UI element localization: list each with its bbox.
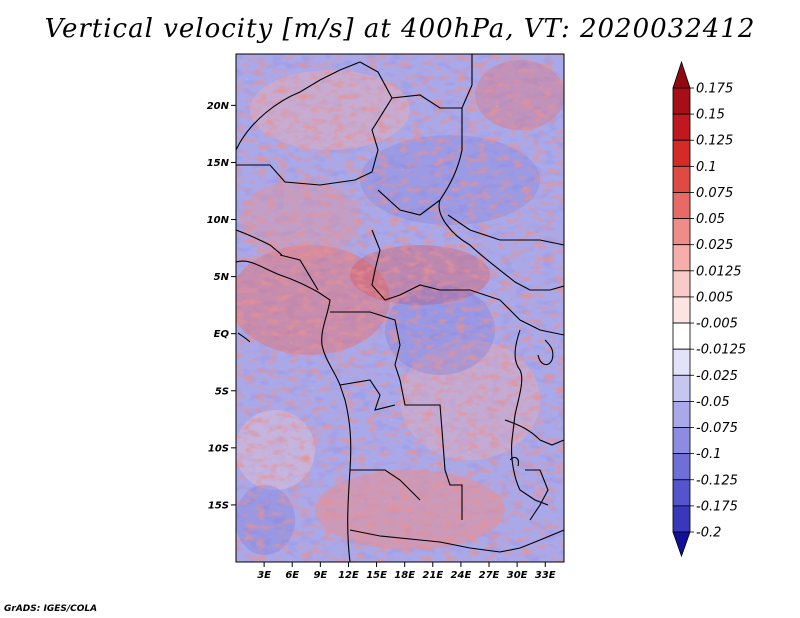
plot-frame — [235, 53, 565, 563]
colorbar-label: -0.2 — [696, 526, 721, 541]
lat-tick-label: 10S — [208, 443, 229, 454]
colorbar-label: 0.0125 — [696, 264, 742, 279]
colorbar-swatch — [672, 87, 691, 115]
colorbar-swatch — [672, 139, 691, 167]
lon-tick-label: 33E — [535, 570, 556, 581]
vertical-velocity-field — [236, 54, 564, 562]
lon-tick-label: 27E — [479, 570, 500, 581]
colorbar-label: -0.175 — [696, 499, 738, 514]
colorbar-swatch — [672, 374, 691, 402]
lon-tick-label: 18E — [394, 570, 415, 581]
colorbar-label: 0.175 — [696, 82, 733, 97]
colorbar-label: 0.15 — [696, 108, 725, 123]
colorbar-label: 0.1 — [696, 160, 717, 175]
longitude-axis: 3E 6E 9E 12E 15E 18E 21E 24E 27E 30E 33E — [257, 562, 556, 581]
colorbar-swatch — [672, 270, 691, 298]
lon-tick-label: 24E — [451, 570, 472, 581]
lon-tick-label: 12E — [338, 570, 359, 581]
colorbar-label: 0.05 — [696, 212, 725, 227]
colorbar-swatch — [672, 348, 691, 376]
colorbar-swatch — [672, 218, 691, 246]
chart-title: Vertical velocity [m/s] at 400hPa, VT: 2… — [44, 14, 756, 44]
software-credit: GrADS: IGES/COLA — [4, 604, 98, 614]
lon-tick-label: 30E — [507, 570, 528, 581]
colorbar-label: 0.005 — [696, 290, 733, 305]
colorbar-label: -0.005 — [696, 317, 738, 332]
colorbar-swatch — [672, 453, 691, 481]
lon-tick-label: 21E — [422, 570, 443, 581]
colorbar-swatch — [672, 322, 691, 350]
colorbar-swatch — [672, 165, 691, 193]
colorbar: 0.175 0.15 0.125 0.1 0.075 0.05 0.025 0.0125 0.0… — [672, 60, 746, 558]
lon-tick-label: 9E — [313, 570, 327, 581]
colorbar-top-arrow — [672, 60, 691, 89]
colorbar-label: -0.1 — [696, 447, 721, 462]
lon-tick-label: 15E — [366, 570, 387, 581]
colorbar-swatch — [672, 296, 691, 324]
colorbar-label: -0.05 — [696, 395, 730, 410]
lat-tick-label: 20N — [207, 101, 230, 112]
lat-tick-label: 15N — [207, 158, 230, 169]
colorbar-swatch — [672, 244, 691, 272]
colorbar-label: 0.025 — [696, 238, 733, 253]
colorbar-label: 0.075 — [696, 186, 733, 201]
lat-tick-label: 10N — [207, 215, 230, 226]
colorbar-bottom-arrow — [672, 531, 691, 558]
colorbar-swatch — [672, 479, 691, 507]
colorbar-label: 0.125 — [696, 134, 733, 149]
colorbar-swatch — [672, 401, 691, 428]
colorbar-swatch — [672, 113, 691, 141]
colorbar-swatch — [672, 427, 691, 455]
latitude-axis: 20N 15N 10N 5N EQ 5S 10S 15S — [207, 101, 236, 511]
colorbar-label: -0.0125 — [696, 343, 746, 358]
lat-tick-label: 15S — [208, 500, 229, 511]
colorbar-label: -0.075 — [696, 421, 738, 436]
lon-tick-label: 6E — [285, 570, 299, 581]
colorbar-label: -0.025 — [696, 369, 738, 384]
colorbar-label: -0.125 — [696, 473, 738, 488]
colorbar-swatch — [672, 192, 691, 219]
lat-tick-label: 5N — [214, 272, 230, 283]
lon-tick-label: 3E — [257, 570, 271, 581]
lat-tick-label: 5S — [215, 386, 229, 397]
lat-tick-label: EQ — [214, 329, 230, 340]
country-borders — [236, 54, 564, 562]
colorbar-swatch — [672, 505, 691, 533]
